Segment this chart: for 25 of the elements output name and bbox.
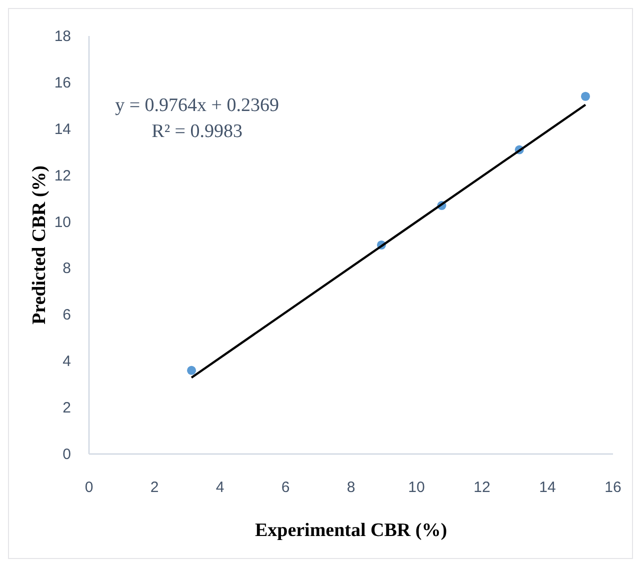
x-tick-label: 16: [604, 479, 622, 496]
x-tick-label: 10: [408, 479, 425, 496]
y-tick-label: 12: [54, 167, 71, 184]
y-tick-label: 0: [62, 446, 71, 463]
x-tick-label: 8: [346, 479, 356, 496]
x-tick-label: 0: [84, 479, 94, 496]
x-tick-label: 4: [216, 479, 224, 496]
y-tick-label: 18: [54, 28, 71, 45]
x-tick-label: 12: [474, 479, 490, 496]
x-axis-title: Experimental CBR (%): [254, 520, 448, 541]
point: [580, 92, 590, 101]
y-tick-label: 14: [54, 120, 71, 138]
y-tick-label: 6: [62, 306, 71, 324]
annotation: y = 0.9764x + 0.2369: [115, 95, 280, 116]
x-tick-label: 6: [281, 479, 290, 496]
y-tick-label: 10: [54, 214, 71, 231]
y-tick-label: 8: [62, 260, 71, 278]
y-tick-label: 4: [62, 353, 71, 370]
point: [186, 366, 196, 375]
y-tick-label: 16: [54, 74, 71, 92]
annotation: R² = 0.9983: [152, 121, 242, 142]
y-tick-label: 2: [62, 400, 71, 417]
x-tick-label: 2: [150, 479, 159, 496]
y-axis-title: Predicted CBR (%): [29, 165, 50, 325]
x-tick-label: 14: [539, 479, 556, 496]
